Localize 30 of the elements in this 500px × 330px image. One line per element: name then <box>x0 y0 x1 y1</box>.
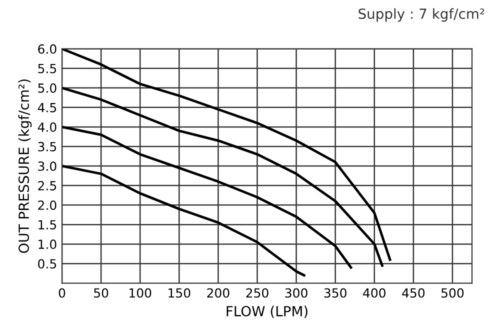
x-tick-label: 400 <box>363 288 386 298</box>
y-tick-label: 1.5 <box>38 220 56 230</box>
y-tick-label: 2.5 <box>38 180 56 190</box>
x-tick-label: 350 <box>324 288 346 298</box>
y-tick-label: 5.5 <box>38 64 56 74</box>
x-tick-label: 300 <box>285 288 308 298</box>
y-tick-label: 3.0 <box>38 161 56 171</box>
line-series <box>62 164 306 277</box>
y-tick-label: 4.0 <box>38 122 56 132</box>
x-tick-label: 150 <box>168 288 190 298</box>
x-tick-label: 0 <box>58 288 66 298</box>
x-tick-label: 250 <box>246 288 268 298</box>
y-tick-label: 5.0 <box>38 83 56 93</box>
y-tick-label: 1.0 <box>38 240 56 250</box>
line-series <box>62 48 392 261</box>
y-tick-label: 4.5 <box>38 103 56 112</box>
x-axis-title: FLOW (LPM) <box>226 306 308 318</box>
y-axis-title: OUT PRESSURE (kgf/cm²) <box>18 79 32 253</box>
y-tick-label: 2.0 <box>38 200 56 210</box>
x-tick-label: 500 <box>442 288 464 298</box>
y-tick-label: 3.5 <box>38 142 56 152</box>
text: Supply : 7 kgf/cm² <box>358 8 484 22</box>
y-tick-label: 0.5 <box>38 259 56 269</box>
line-series <box>62 126 352 269</box>
x-tick-label: 200 <box>207 288 230 298</box>
x-tick-label: 100 <box>130 288 152 298</box>
y-tick-label: 6.0 <box>38 44 56 54</box>
line-series <box>62 86 384 267</box>
x-tick-label: 450 <box>402 288 425 298</box>
x-tick-label: 50 <box>94 288 108 298</box>
